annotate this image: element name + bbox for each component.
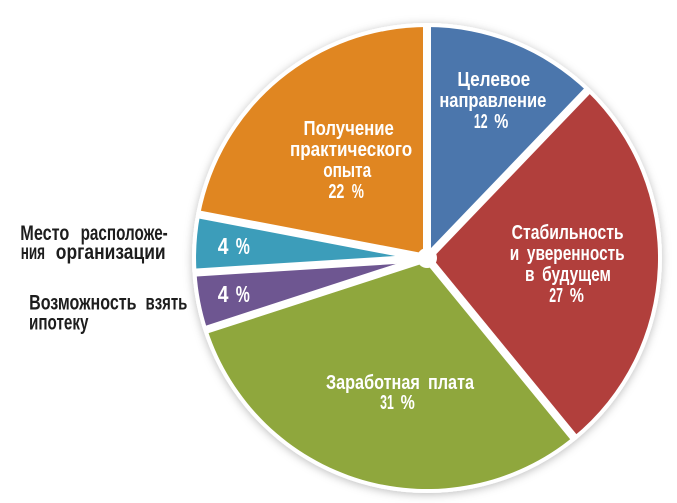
svg-text:%: % (352, 179, 364, 202)
svg-text:Возможность: Возможность (29, 290, 136, 314)
svg-text:организации: организации (56, 242, 166, 265)
svg-text:ния: ния (21, 240, 45, 264)
svg-text:%: % (236, 234, 250, 260)
svg-text:опыта: опыта (323, 159, 372, 181)
svg-text:направление: направление (439, 88, 546, 111)
svg-text:практического: практического (290, 138, 412, 161)
svg-text:в будущем: в будущем (525, 263, 611, 285)
svg-text:%: % (570, 284, 584, 306)
svg-text:Получение: Получение (304, 117, 394, 140)
svg-text:Заработная плата: Заработная плата (326, 371, 475, 393)
svg-text:4: 4 (218, 233, 229, 259)
svg-text:Стабильность: Стабильность (512, 221, 624, 243)
svg-text:Целевое: Целевое (457, 68, 530, 91)
svg-text:12: 12 (474, 110, 488, 133)
svg-text:ипотеку: ипотеку (29, 310, 89, 334)
svg-text:%: % (236, 282, 250, 308)
svg-text:22: 22 (328, 180, 344, 203)
svg-text:27: 27 (549, 284, 563, 307)
svg-text:расположе-: расположе- (81, 221, 168, 245)
svg-text:взять: взять (145, 290, 187, 314)
svg-text:31: 31 (380, 391, 394, 414)
svg-text:4: 4 (218, 281, 229, 307)
svg-text:Место: Место (20, 221, 69, 244)
svg-text:%: % (401, 391, 415, 413)
svg-text:%: % (494, 110, 508, 132)
svg-text:и уверенность: и уверенность (510, 242, 625, 264)
